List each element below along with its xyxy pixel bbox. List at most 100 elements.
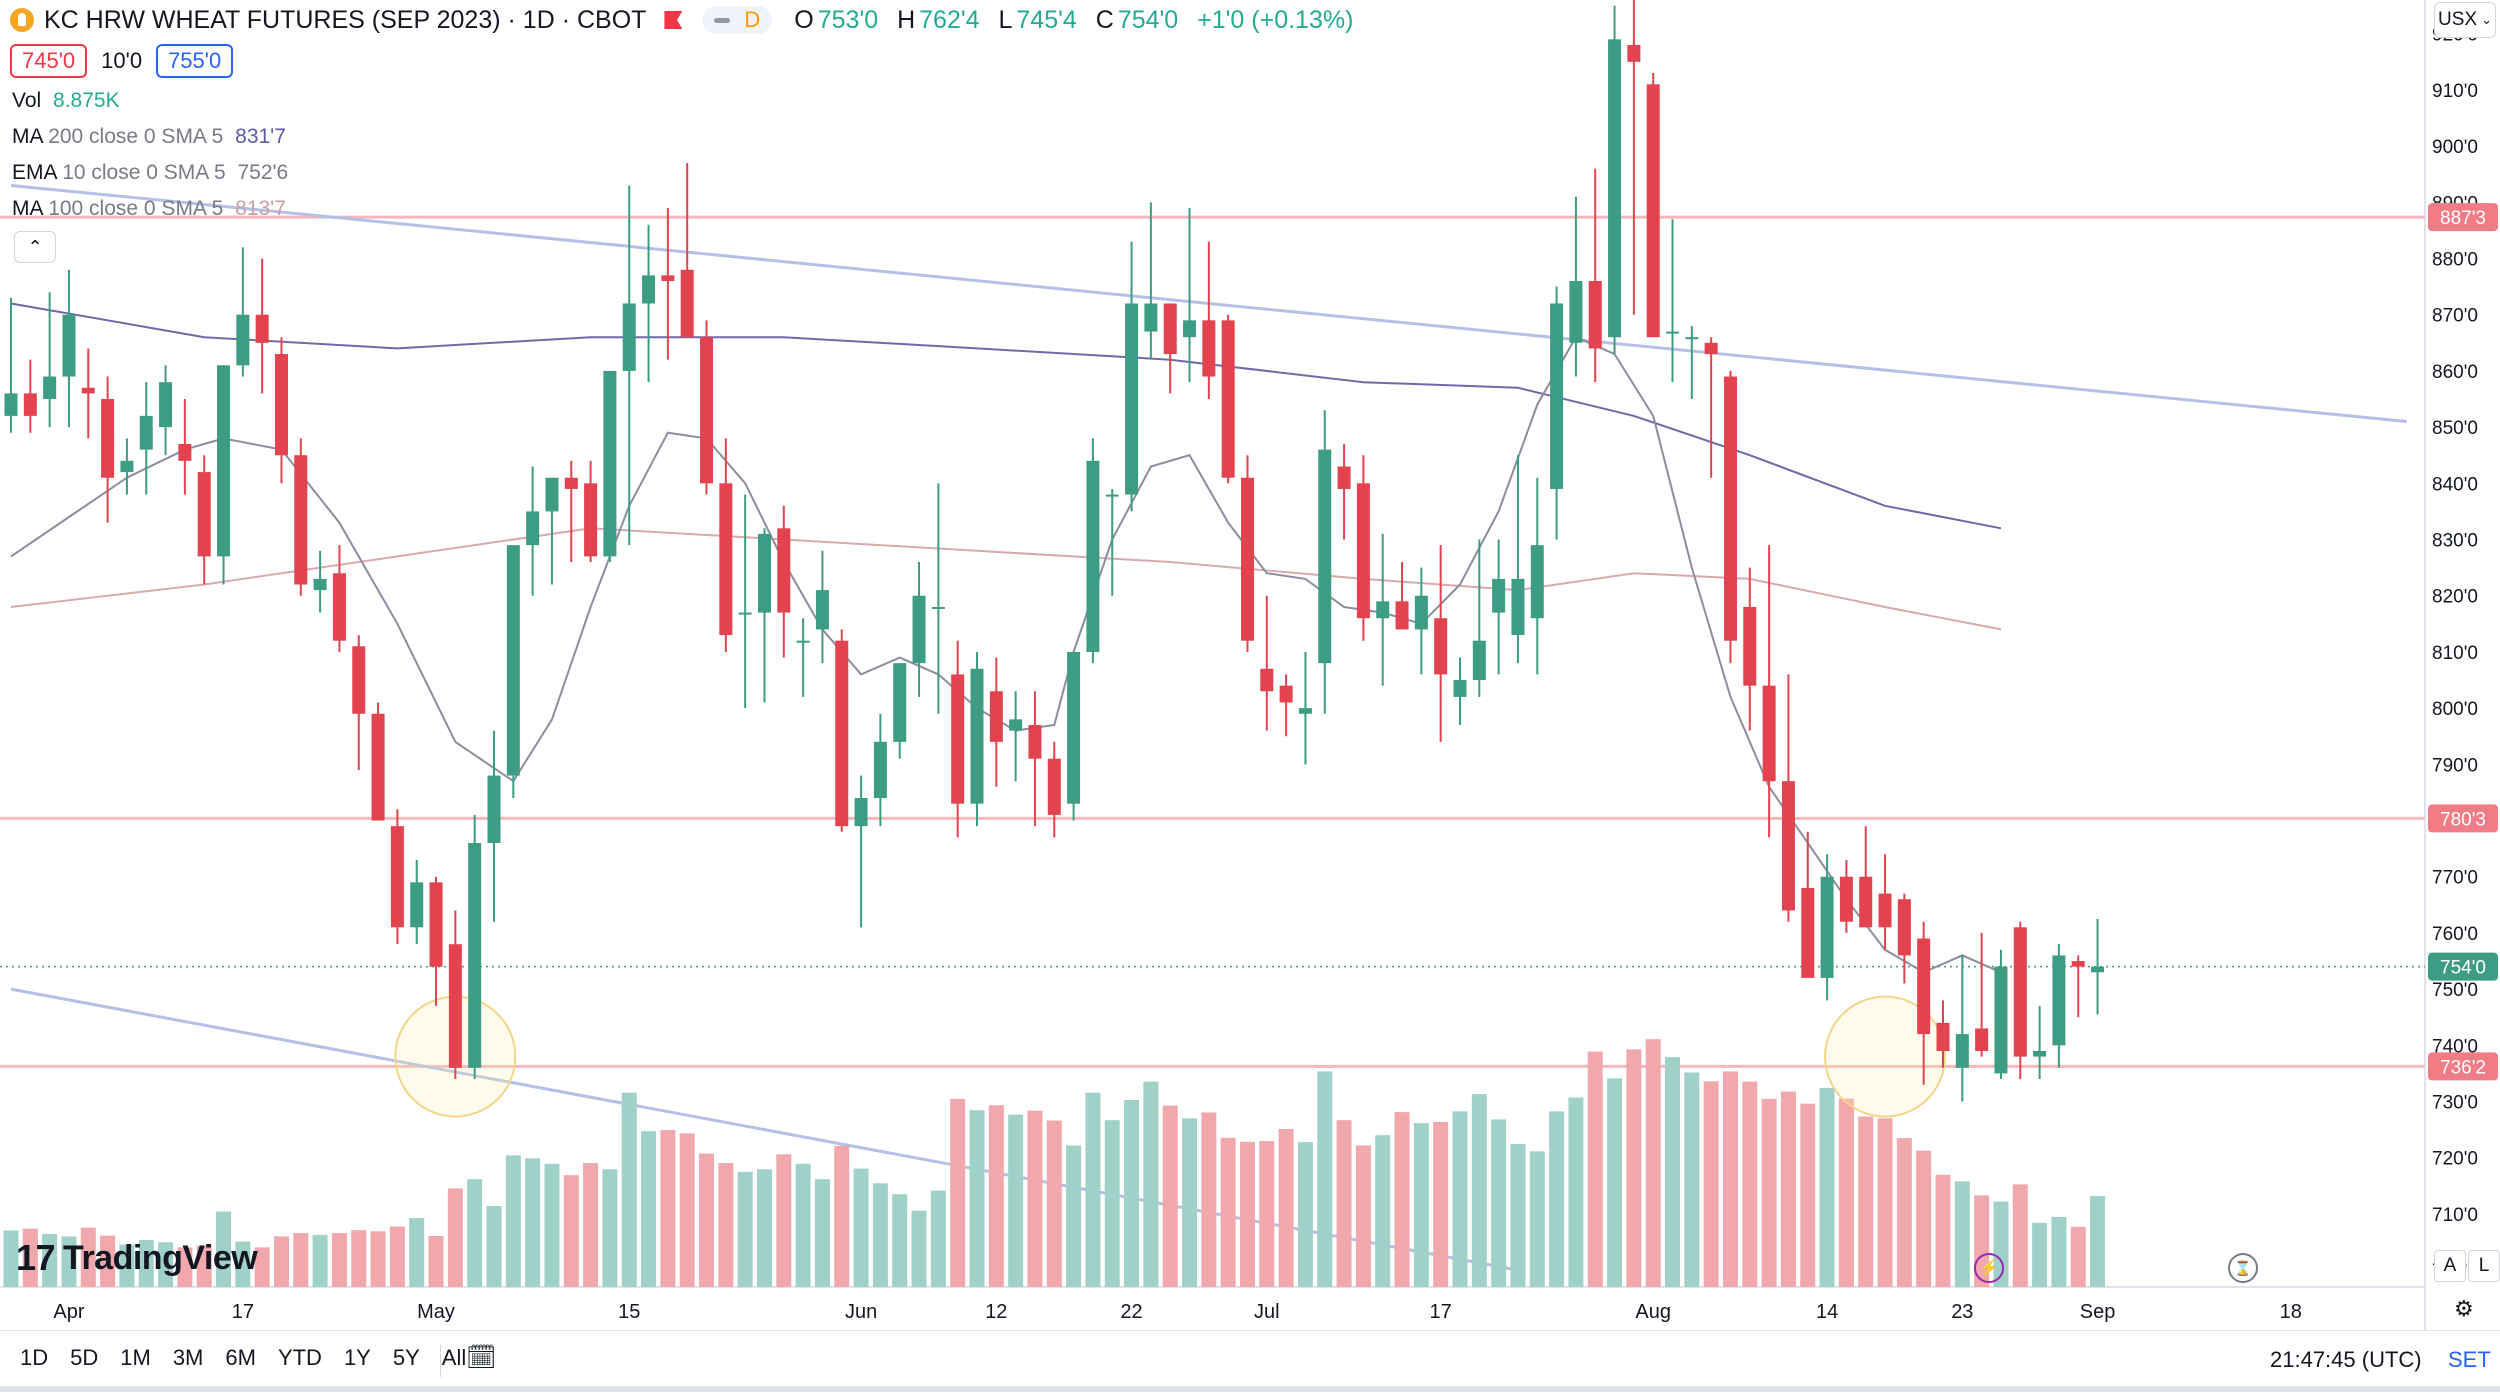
level-price-badge[interactable] (2428, 203, 2498, 232)
candle-body[interactable] (2071, 961, 2085, 967)
candle-body[interactable] (1859, 876, 1873, 928)
candle-body[interactable] (1666, 331, 1680, 334)
candle-body[interactable] (217, 365, 231, 557)
candle-body[interactable] (622, 303, 636, 371)
candle-body[interactable] (584, 483, 598, 557)
candle-body[interactable] (1009, 719, 1023, 731)
candle-body[interactable] (719, 483, 733, 636)
candle-body[interactable] (101, 399, 115, 478)
candle-body[interactable] (1472, 640, 1486, 681)
candle-body[interactable] (1781, 781, 1795, 911)
candle-body[interactable] (120, 460, 134, 473)
candle-body[interactable] (1897, 899, 1911, 956)
candle-body[interactable] (1569, 281, 1583, 343)
candle-body[interactable] (815, 590, 829, 630)
candle-body[interactable] (1260, 668, 1274, 692)
legend-ma200[interactable]: MA 200 close 0 SMA 5 831'7 (12, 125, 286, 149)
candle-body[interactable] (2013, 927, 2027, 1057)
candle-body[interactable] (1337, 466, 1351, 489)
range-6m-button[interactable]: 6M (225, 1345, 256, 1370)
candle-body[interactable] (738, 612, 752, 615)
candle-body[interactable] (429, 882, 443, 967)
candle-body[interactable] (1704, 342, 1718, 355)
candle-body[interactable] (1125, 303, 1139, 495)
candle-body[interactable] (1550, 303, 1564, 489)
range-5d-button[interactable]: 5D (70, 1345, 99, 1370)
candle-body[interactable] (931, 606, 945, 609)
range-1m-button[interactable]: 1M (120, 1345, 151, 1370)
candle-body[interactable] (1723, 376, 1737, 641)
candle-body[interactable] (236, 314, 250, 366)
candle-body[interactable] (873, 741, 887, 799)
candle-body[interactable] (1163, 303, 1177, 355)
candle-body[interactable] (1530, 545, 1544, 619)
candle-body[interactable] (1067, 651, 1081, 804)
candle-body[interactable] (197, 472, 211, 557)
range-3m-button[interactable]: 3M (172, 1345, 204, 1370)
candle-body[interactable] (1762, 685, 1776, 782)
candle-body[interactable] (545, 477, 559, 512)
candle-body[interactable] (390, 826, 404, 928)
hourglass-icon[interactable]: ⌛ (2228, 1253, 2258, 1283)
candle-body[interactable] (854, 798, 868, 827)
candle-body[interactable] (1839, 876, 1853, 922)
candle-body[interactable] (1318, 449, 1332, 664)
range-all-button[interactable]: All (441, 1345, 467, 1370)
candle-body[interactable] (1955, 1034, 1969, 1068)
horizontal-scrollbar[interactable] (0, 1386, 2500, 1392)
candle-body[interactable] (1028, 724, 1042, 759)
log-scale-button[interactable]: L (2468, 1250, 2500, 1282)
candle-body[interactable] (43, 376, 57, 400)
symbol-title[interactable]: KC HRW WHEAT FUTURES (SEP 2023) · 1D · C… (44, 5, 647, 34)
candle-body[interactable] (371, 713, 385, 821)
candle-body[interactable] (332, 573, 346, 641)
candle-body[interactable] (274, 354, 288, 456)
candle-body[interactable] (1105, 494, 1119, 497)
candle-body[interactable] (1743, 606, 1757, 686)
candle-body[interactable] (448, 944, 462, 1068)
candle-body[interactable] (1414, 595, 1428, 630)
candle-body[interactable] (1878, 893, 1892, 928)
gear-icon[interactable]: ⚙ (2454, 1296, 2474, 1321)
bolt-icon[interactable]: ⚡ (1974, 1253, 2004, 1283)
candle-body[interactable] (912, 595, 926, 664)
tradingview-logo[interactable]: 17 TradingView (16, 1237, 258, 1279)
candle-body[interactable] (1511, 578, 1525, 636)
candle-body[interactable] (294, 455, 308, 585)
legend-ma100[interactable]: MA 100 close 0 SMA 5 813'7 (12, 197, 286, 221)
candle-body[interactable] (835, 640, 849, 827)
candle-body[interactable] (410, 882, 424, 928)
range-1y-button[interactable]: 1Y (343, 1345, 371, 1370)
highlight-circle[interactable] (1824, 995, 1947, 1118)
candle-body[interactable] (1588, 281, 1602, 349)
candle-body[interactable] (159, 382, 173, 428)
legend-volume[interactable]: Vol 8.875K (12, 89, 120, 113)
candle-body[interactable] (1801, 887, 1815, 978)
candle-body[interactable] (1434, 618, 1448, 675)
auto-scale-button[interactable]: A (2434, 1250, 2466, 1282)
currency-button[interactable]: USX ⌄ (2434, 2, 2496, 38)
candle-body[interactable] (1047, 758, 1061, 815)
candle-body[interactable] (564, 477, 578, 489)
range-ytd-button[interactable]: YTD (277, 1345, 322, 1370)
candle-body[interactable] (951, 674, 965, 804)
candle-body[interactable] (1395, 601, 1409, 630)
candle-body[interactable] (777, 528, 791, 613)
candle-body[interactable] (468, 843, 482, 1068)
candle-body[interactable] (1936, 1022, 1950, 1051)
candle-body[interactable] (23, 393, 37, 416)
candle-body[interactable] (1453, 680, 1467, 697)
candle-body[interactable] (1144, 303, 1158, 332)
candle-body[interactable] (989, 691, 1003, 742)
candle-body[interactable] (1994, 966, 2008, 1074)
candle-body[interactable] (700, 337, 714, 484)
candle-body[interactable] (1917, 938, 1931, 1035)
range-1d-button[interactable]: 1D (20, 1345, 49, 1370)
candle-body[interactable] (178, 443, 192, 461)
candle-body[interactable] (313, 578, 327, 591)
sell-button[interactable]: 745'0 (10, 44, 88, 78)
candle-body[interactable] (526, 511, 540, 546)
candle-body[interactable] (352, 646, 366, 714)
legend-ema10[interactable]: EMA 10 close 0 SMA 5 752'6 (12, 161, 288, 185)
